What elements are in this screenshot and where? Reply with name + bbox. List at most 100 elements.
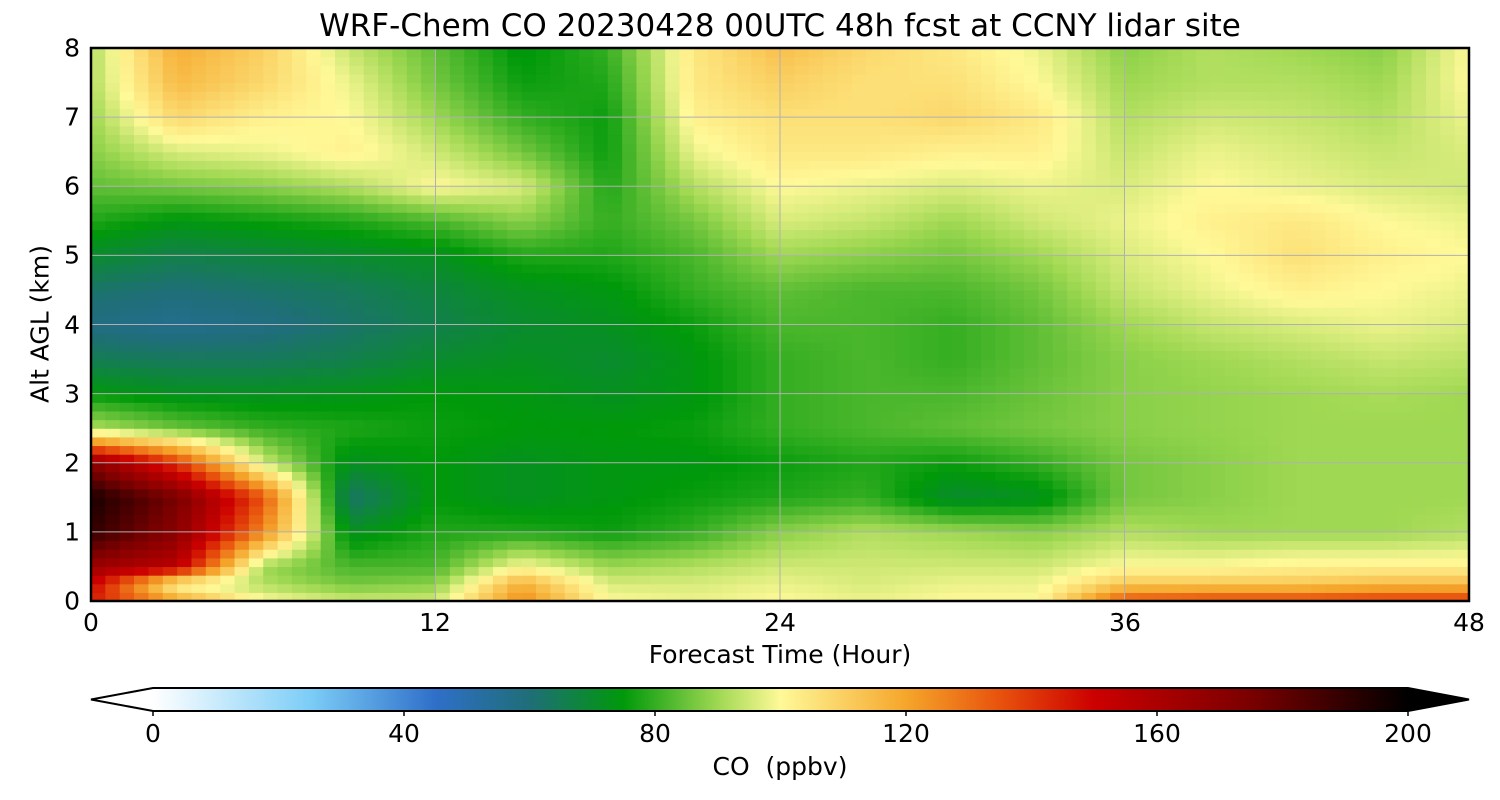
- heatmap-cell: [909, 281, 925, 291]
- heatmap-cell: [349, 592, 365, 601]
- heatmap-cell: [1024, 220, 1039, 231]
- heatmap-cell: [1268, 350, 1283, 360]
- heatmap-cell: [636, 151, 652, 161]
- heatmap-cell: [679, 177, 695, 187]
- heatmap-cell: [1311, 376, 1327, 386]
- heatmap-cell: [105, 540, 121, 550]
- heatmap-cell: [464, 376, 480, 386]
- heatmap-cell: [823, 229, 839, 239]
- heatmap-cell: [521, 151, 537, 161]
- heatmap-cell: [579, 350, 594, 360]
- heatmap-cell: [535, 566, 551, 576]
- heatmap-cell: [449, 592, 465, 601]
- heatmap-cell: [1296, 315, 1312, 326]
- heatmap-cell: [966, 367, 982, 377]
- heatmap-cell: [952, 333, 968, 343]
- heatmap-cell: [1167, 229, 1183, 239]
- heatmap-cell: [349, 480, 365, 490]
- heatmap-cell: [1253, 531, 1269, 542]
- heatmap-cell: [277, 341, 293, 352]
- heatmap-cell: [148, 376, 164, 386]
- heatmap-cell: [435, 168, 451, 179]
- heatmap-cell: [550, 488, 566, 498]
- heatmap-cell: [937, 523, 953, 533]
- heatmap-cell: [837, 307, 853, 317]
- heatmap-cell: [679, 497, 695, 507]
- heatmap-cell: [808, 281, 824, 291]
- heatmap-cell: [980, 168, 996, 179]
- heatmap-cell: [1196, 488, 1212, 498]
- heatmap-cell: [751, 298, 767, 308]
- heatmap-cell: [119, 514, 135, 524]
- heatmap-cell: [607, 220, 623, 231]
- heatmap-cell: [406, 376, 422, 386]
- heatmap-cell: [263, 289, 279, 300]
- heatmap-cell: [492, 428, 508, 438]
- heatmap-cell: [1311, 203, 1327, 213]
- heatmap-cell: [622, 583, 638, 593]
- heatmap-cell: [248, 376, 264, 386]
- heatmap-cell: [937, 419, 953, 429]
- heatmap-cell: [866, 315, 882, 326]
- heatmap-cell: [1210, 575, 1226, 585]
- heatmap-cell: [478, 462, 494, 472]
- heatmap-cell: [823, 238, 839, 248]
- heatmap-cell: [636, 307, 652, 317]
- heatmap-cell: [1224, 402, 1240, 412]
- heatmap-cell: [1009, 203, 1025, 213]
- heatmap-cell: [335, 454, 350, 464]
- heatmap-cell: [1454, 419, 1469, 429]
- heatmap-cell: [966, 281, 982, 291]
- heatmap-cell: [449, 575, 465, 585]
- heatmap-cell: [1196, 281, 1212, 291]
- heatmap-cell: [91, 566, 106, 576]
- heatmap-cell: [765, 471, 781, 481]
- heatmap-cell: [248, 566, 264, 576]
- heatmap-cell: [1067, 575, 1083, 585]
- heatmap-cell: [492, 324, 508, 334]
- heatmap-cell: [923, 307, 939, 317]
- heatmap-cell: [406, 393, 422, 403]
- heatmap-cell: [119, 557, 135, 568]
- heatmap-cell: [808, 177, 824, 187]
- heatmap-cell: [980, 557, 996, 568]
- heatmap-cell: [579, 514, 594, 524]
- heatmap-cell: [708, 540, 724, 550]
- heatmap-cell: [1311, 549, 1327, 559]
- heatmap-cell: [1454, 298, 1469, 308]
- heatmap-cell: [234, 402, 250, 412]
- heatmap-cell: [550, 255, 566, 265]
- heatmap-cell: [1038, 514, 1054, 524]
- heatmap-cell: [837, 177, 853, 187]
- heatmap-cell: [535, 272, 551, 282]
- heatmap-cell: [449, 238, 465, 248]
- heatmap-cell: [823, 324, 839, 334]
- heatmap-cell: [636, 514, 652, 524]
- heatmap-cell: [306, 402, 322, 412]
- heatmap-cell: [693, 315, 709, 326]
- heatmap-cell: [1282, 160, 1298, 170]
- heatmap-cell: [1354, 168, 1370, 179]
- heatmap-cell: [363, 272, 379, 282]
- heatmap-cell: [780, 549, 795, 559]
- heatmap-cell: [1253, 592, 1269, 601]
- heatmap-cell: [1110, 367, 1126, 377]
- heatmap-cell: [823, 220, 839, 231]
- heatmap-cell: [1311, 583, 1327, 593]
- heatmap-cell: [751, 229, 767, 239]
- heatmap-cell: [636, 583, 652, 593]
- heatmap-cell: [105, 514, 121, 524]
- heatmap-cell: [1282, 194, 1298, 205]
- heatmap-cell: [435, 514, 451, 524]
- heatmap-cell: [1095, 289, 1111, 300]
- heatmap-cell: [1167, 298, 1183, 308]
- heatmap-cell: [937, 462, 953, 472]
- heatmap-cell: [1167, 592, 1183, 601]
- heatmap-cell: [823, 350, 839, 360]
- heatmap-cell: [1382, 549, 1398, 559]
- heatmap-cell: [1253, 445, 1269, 455]
- heatmap-cell: [1138, 151, 1154, 161]
- heatmap-cell: [693, 359, 709, 369]
- heatmap-cell: [1153, 402, 1169, 412]
- heatmap-cell: [1067, 289, 1083, 300]
